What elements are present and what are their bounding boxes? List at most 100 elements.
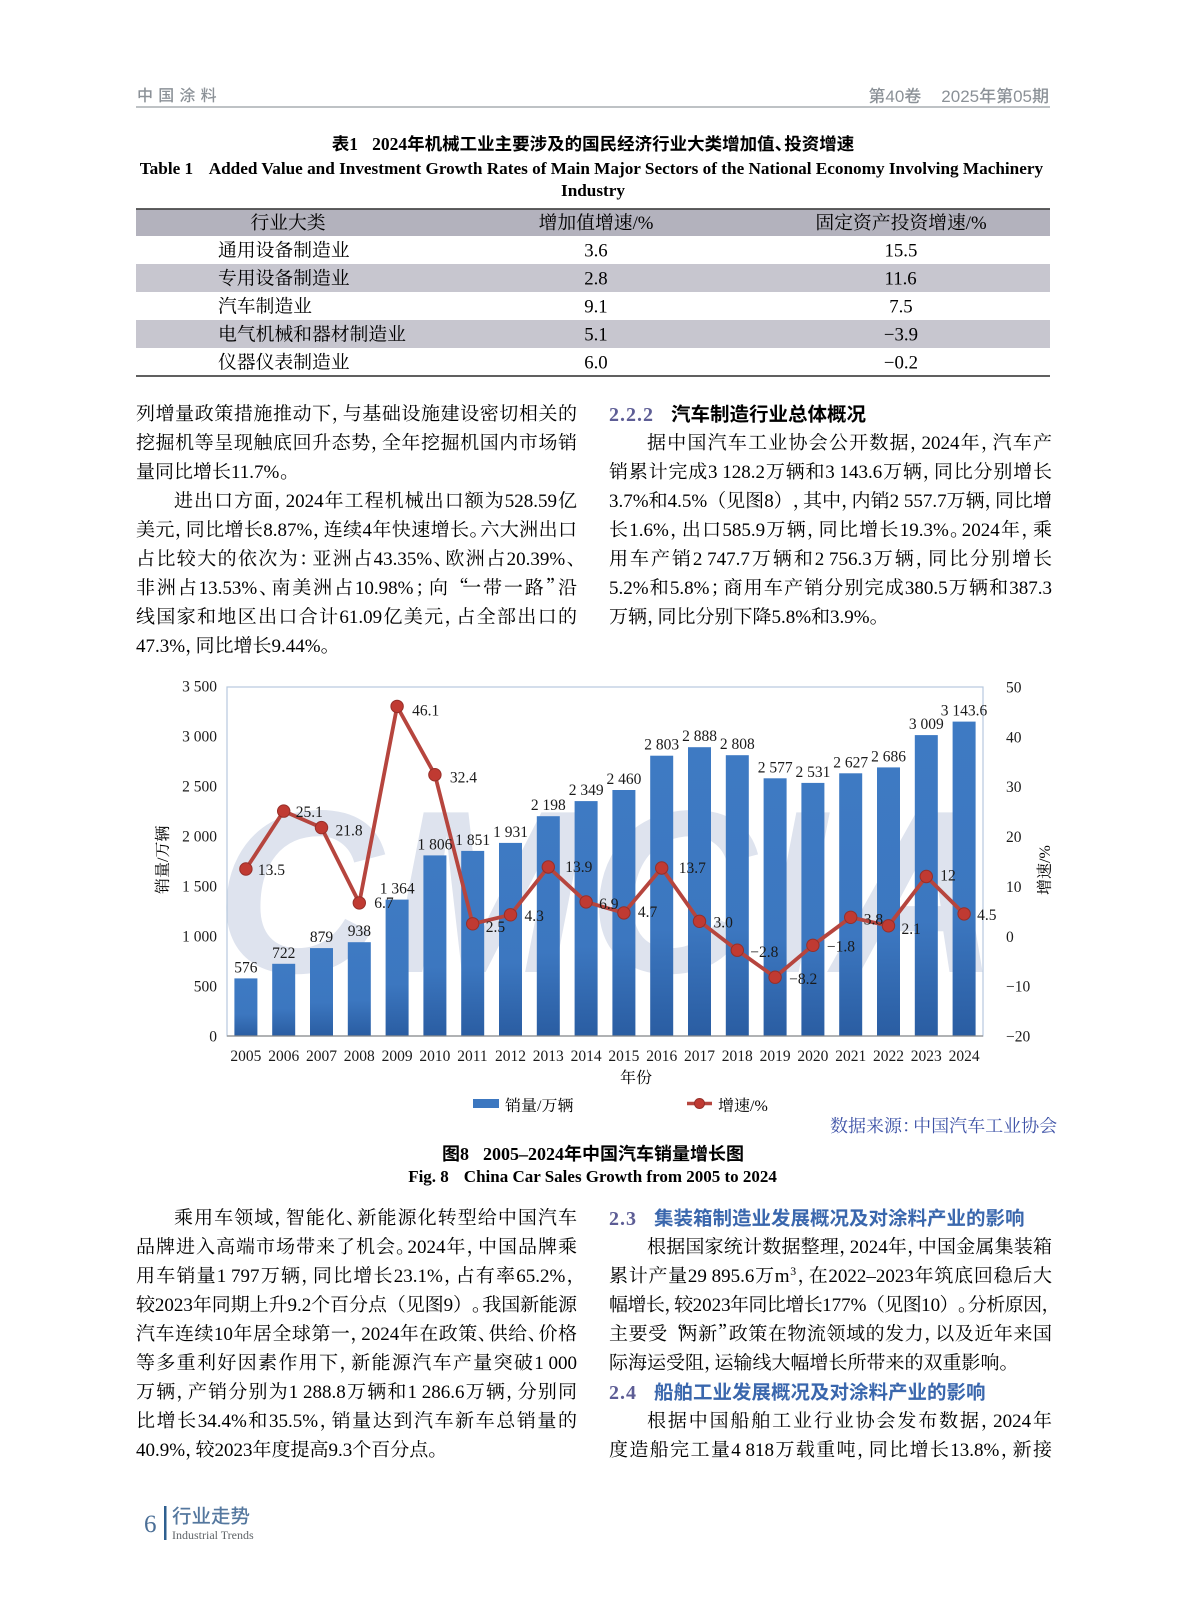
svg-text:387.3: 387.3	[1009, 578, 1052, 599]
svg-text:10: 10	[921, 1295, 940, 1316]
svg-text:4.7: 4.7	[638, 904, 658, 921]
svg-text:2018: 2018	[722, 1048, 753, 1065]
svg-text:−20: −20	[1006, 1029, 1030, 1046]
svg-text:50: 50	[1006, 680, 1022, 697]
svg-text:7.5: 7.5	[889, 297, 912, 318]
svg-text:/%: /%	[750, 1098, 768, 1115]
svg-text:2025: 2025	[941, 87, 979, 106]
svg-text:2023: 2023	[155, 1295, 193, 1316]
svg-text:10.98%: 10.98%	[355, 578, 414, 599]
svg-text:2 349: 2 349	[569, 782, 604, 799]
svg-text:1 851: 1 851	[455, 832, 490, 849]
svg-text:−10: −10	[1006, 979, 1030, 996]
svg-text:20: 20	[1006, 829, 1022, 846]
svg-text:−8.2: −8.2	[789, 971, 817, 988]
svg-text:1 000: 1 000	[182, 929, 217, 946]
svg-text:47.3%: 47.3%	[136, 636, 185, 657]
svg-text:3.8: 3.8	[864, 911, 884, 928]
svg-text:2 803: 2 803	[644, 737, 679, 754]
svg-text:10: 10	[214, 1324, 233, 1345]
svg-text:32.4: 32.4	[450, 770, 477, 787]
svg-text:2.4: 2.4	[609, 1382, 637, 1404]
svg-text:2 557.7: 2 557.7	[890, 491, 947, 512]
svg-text:3.9%: 3.9%	[830, 607, 870, 628]
svg-text:2 756.3: 2 756.3	[815, 549, 872, 570]
svg-text:8.87%: 8.87%	[263, 520, 312, 541]
svg-text:3: 3	[790, 1264, 796, 1278]
svg-text:2024: 2024	[949, 1048, 980, 1065]
svg-text:China Car Sales Growth from 20: China Car Sales Growth from 2005 to 2024	[464, 1167, 778, 1186]
svg-text:9.44%: 9.44%	[272, 636, 321, 657]
svg-text:576: 576	[234, 959, 257, 976]
svg-text:1.6%: 1.6%	[629, 520, 669, 541]
svg-text:2 686: 2 686	[871, 748, 906, 765]
svg-text:Added Value and Investment Gro: Added Value and Investment Growth Rates …	[209, 159, 1044, 178]
svg-text:/: /	[155, 857, 172, 862]
svg-text:528.59: 528.59	[505, 491, 557, 512]
svg-text:1 286.6: 1 286.6	[408, 1382, 465, 1403]
svg-text:3.6: 3.6	[584, 241, 607, 262]
svg-text:2 500: 2 500	[182, 779, 217, 796]
svg-text:4.5: 4.5	[977, 907, 997, 924]
svg-text:2 198: 2 198	[531, 797, 566, 814]
svg-text:m: m	[775, 1266, 790, 1287]
svg-text:Table 1: Table 1	[140, 159, 193, 178]
svg-text:5.8%: 5.8%	[772, 607, 812, 628]
svg-text:2019: 2019	[760, 1048, 791, 1065]
svg-text:30: 30	[1006, 779, 1022, 796]
svg-text:2021: 2021	[835, 1048, 866, 1065]
svg-text:/%: /%	[1037, 845, 1054, 863]
svg-text:2024: 2024	[922, 433, 961, 454]
svg-text:5.8%: 5.8%	[670, 578, 710, 599]
svg-text:6.7: 6.7	[374, 895, 394, 912]
svg-text:2 888: 2 888	[682, 728, 717, 745]
svg-text:2011: 2011	[457, 1048, 487, 1065]
svg-text:2 808: 2 808	[720, 736, 755, 753]
svg-text:2 627: 2 627	[833, 754, 868, 771]
svg-text:0: 0	[209, 1029, 217, 1046]
svg-text:2024: 2024	[286, 491, 325, 512]
svg-text:3 128.2: 3 128.2	[708, 462, 765, 483]
svg-text:2005: 2005	[230, 1048, 261, 1065]
svg-text:2006: 2006	[268, 1048, 299, 1065]
svg-text:40.9%: 40.9%	[136, 1440, 185, 1461]
svg-text:3 000: 3 000	[182, 729, 217, 746]
svg-text:13.9: 13.9	[565, 859, 592, 876]
svg-text:2 577: 2 577	[758, 759, 793, 776]
svg-text:1 806: 1 806	[418, 836, 453, 853]
svg-text:2007: 2007	[306, 1048, 337, 1065]
svg-text:5.2%: 5.2%	[609, 578, 649, 599]
svg-text:585.9: 585.9	[722, 520, 765, 541]
svg-text:2010: 2010	[419, 1048, 450, 1065]
svg-text:2024: 2024	[408, 1237, 447, 1258]
svg-text:2009: 2009	[382, 1048, 413, 1065]
svg-text:2022: 2022	[873, 1048, 904, 1065]
svg-text:40: 40	[1006, 729, 1022, 746]
svg-text:4.3: 4.3	[525, 908, 545, 925]
svg-text:6.0: 6.0	[584, 353, 607, 374]
svg-text:−3.9: −3.9	[884, 325, 918, 346]
svg-text:380.5: 380.5	[905, 578, 948, 599]
svg-text:20.39%: 20.39%	[507, 549, 566, 570]
svg-text:10: 10	[1006, 879, 1022, 896]
svg-text:2022–2023: 2022–2023	[828, 1266, 914, 1287]
svg-text:3 143.6: 3 143.6	[825, 462, 882, 483]
svg-text:/: /	[537, 1098, 542, 1115]
svg-text:2 747.7: 2 747.7	[693, 549, 750, 570]
svg-text:2013: 2013	[533, 1048, 564, 1065]
svg-text:8: 8	[764, 491, 774, 512]
svg-text:13.5: 13.5	[258, 862, 285, 879]
svg-text:1 364: 1 364	[380, 881, 415, 898]
svg-text:6.9: 6.9	[599, 896, 619, 913]
svg-text:3 143.6: 3 143.6	[941, 703, 988, 720]
svg-text:2.2.2: 2.2.2	[609, 404, 654, 426]
svg-text:6: 6	[144, 1511, 157, 1538]
svg-text:722: 722	[272, 945, 295, 962]
svg-text:2024: 2024	[993, 1411, 1032, 1432]
svg-text:2014: 2014	[571, 1048, 602, 1065]
svg-text:2 460: 2 460	[607, 771, 642, 788]
svg-text:Fig. 8: Fig. 8	[408, 1167, 449, 1186]
svg-text:9: 9	[444, 1295, 454, 1316]
svg-text:2 000: 2 000	[182, 829, 217, 846]
svg-text:2024: 2024	[361, 1324, 400, 1345]
